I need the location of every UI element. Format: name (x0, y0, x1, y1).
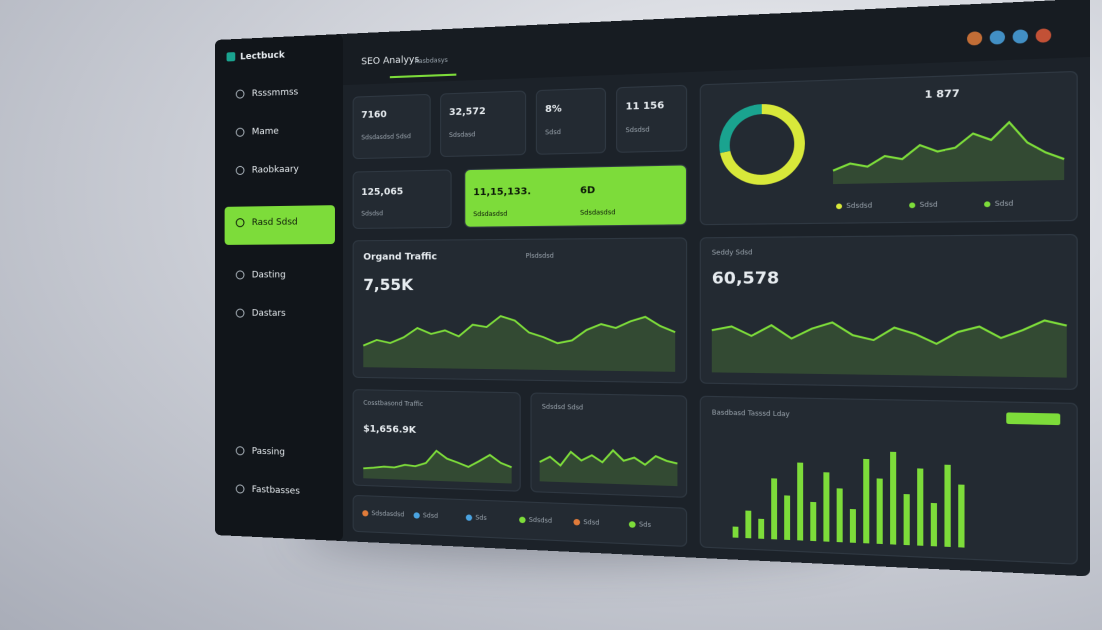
stat-value: 11 156 (626, 101, 665, 113)
bar (758, 518, 765, 539)
card-title: Sdsdsd Sdsd (542, 404, 584, 411)
nav-item[interactable]: Raobkaary (252, 164, 299, 175)
stat-label: Sdsdasdsd Sdsd (361, 134, 411, 142)
card (465, 165, 687, 227)
card (441, 91, 526, 157)
legend-label: Sdsd (920, 202, 938, 209)
card (700, 396, 1077, 564)
card-title: Seddy Sdsd (712, 250, 753, 257)
donut-label: 1 877 (925, 89, 960, 102)
bar (810, 501, 817, 542)
bar (890, 451, 897, 545)
nav-item[interactable]: Dasting (252, 270, 286, 280)
card-tab: Plsdsdsd (526, 253, 555, 260)
card (536, 88, 605, 154)
highlight-value: 125,065 (361, 187, 403, 198)
card-title: Cosstbasond Traffic (363, 401, 423, 409)
card (353, 170, 451, 229)
highlight-label: Sdsdasdsd (473, 211, 507, 218)
nav-item[interactable]: Dastars (252, 309, 286, 319)
card-title: Basdbasd Tasssd Lday (712, 410, 791, 418)
nav-item[interactable]: Rsssmmss (252, 87, 299, 99)
nav-item[interactable]: Rasd Sdsd (252, 217, 298, 228)
stat-label: Sdsdsd (626, 127, 650, 134)
card-value: 7,55K (363, 276, 414, 294)
card (700, 235, 1077, 390)
legend-label: Sdsd (423, 513, 438, 520)
card (353, 238, 686, 383)
bar (836, 488, 843, 543)
nav-item[interactable]: Fastbasses (252, 485, 301, 497)
bar (745, 510, 752, 539)
card (700, 71, 1077, 224)
legend-label: Sdsdsd (529, 517, 553, 524)
card-value: 60,578 (712, 269, 780, 288)
legend-label: Sdsd (995, 201, 1014, 208)
nav-item[interactable]: Passing (252, 447, 285, 458)
stat-value: 32,572 (449, 107, 486, 119)
logo: Lectbuck (240, 50, 286, 62)
bar (930, 502, 937, 547)
bar (903, 494, 910, 546)
legend-label: Sds (639, 522, 651, 529)
bar (823, 472, 830, 542)
stat-label: Sdsd (545, 130, 561, 137)
legend-label: Sdsdsd (846, 203, 872, 210)
card (353, 94, 430, 158)
highlight-value: 6D (580, 186, 595, 197)
dashboard: Lectbuck Rsssmmss Mame Raobkaary Rasd Sdsd Da… (215, 0, 1091, 577)
card (531, 393, 687, 497)
bar (944, 464, 951, 547)
tab: Rasbdasys (415, 58, 448, 66)
nav-item[interactable]: Mame (252, 126, 279, 137)
stat-label: Sdsdasd (449, 132, 476, 139)
sidebar (215, 33, 344, 542)
legend-label: Sdsd (583, 520, 599, 527)
bar (771, 478, 778, 540)
bar (958, 484, 965, 548)
bar (732, 526, 739, 538)
card-title: Organd Traffic (363, 252, 437, 263)
highlight-value: 11,15,133. (473, 187, 531, 199)
card (353, 495, 686, 546)
highlight-label: Sdsdasdsd (580, 210, 616, 217)
logo-icon (226, 51, 235, 62)
nav-active (224, 205, 335, 245)
page-title: SEO Analyys (361, 55, 419, 68)
stat-value: 7160 (361, 110, 387, 121)
stat-value: 8% (545, 104, 562, 115)
bar (784, 495, 791, 541)
legend-label: Sds (475, 515, 486, 522)
button[interactable] (1006, 412, 1061, 426)
bar (849, 508, 856, 543)
topbar (343, 0, 1091, 86)
highlight-label: Sdsdsd (361, 211, 383, 218)
bar (917, 468, 924, 546)
bar (876, 478, 883, 545)
card (617, 85, 687, 152)
card-value: $1,656.9K (363, 424, 417, 436)
card (353, 390, 520, 492)
bar (863, 458, 870, 544)
bar (797, 462, 804, 541)
legend-label: Sdsdasdsd (371, 511, 404, 519)
